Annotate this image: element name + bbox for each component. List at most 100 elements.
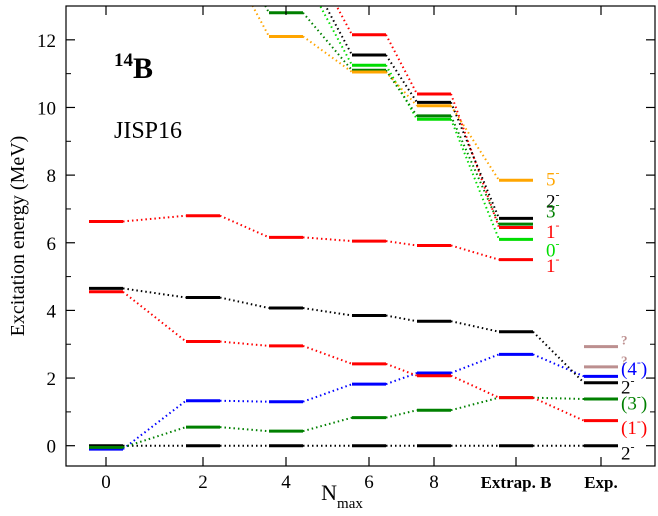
connector-line <box>450 102 500 219</box>
connector-line <box>302 307 353 317</box>
y-tick-label: 0 <box>47 437 57 458</box>
exp-spin-label-close: ) <box>641 393 647 414</box>
x-tick-label: 4 <box>281 472 291 493</box>
extrap-spin-label-parity: - <box>556 252 560 266</box>
series-9 <box>324 6 533 220</box>
exp-spin-label-parity: - <box>637 389 641 403</box>
connector-line <box>385 362 418 377</box>
x-tick-label: 0 <box>101 472 111 493</box>
extrap-spin-label: 3- <box>546 198 560 223</box>
extrap-spin-label: 1- <box>546 252 560 277</box>
exp-spin-label-parity: - <box>631 374 635 388</box>
extrap-spin-label-parity: - <box>556 198 560 212</box>
connector-line <box>319 6 353 66</box>
series-4 <box>89 286 618 385</box>
x-tick-label: 2 <box>198 472 208 493</box>
connector-line <box>532 353 585 378</box>
connector-line <box>219 426 270 433</box>
exp-spin-label-value: (3 <box>621 393 637 414</box>
chart-subtitle: JISP16 <box>114 118 182 144</box>
connector-line <box>219 340 270 347</box>
connector-line <box>385 409 418 419</box>
y-tick-label: 12 <box>37 31 56 52</box>
series-3 <box>89 290 618 423</box>
extrap-spin-label-parity: - <box>556 187 560 201</box>
connector-line <box>450 118 500 240</box>
unknown-level-label: ? <box>621 333 628 348</box>
x-axis-label: Nmax <box>321 480 363 512</box>
connector-line <box>385 34 418 95</box>
connector-line <box>385 69 418 117</box>
connector-line <box>219 296 270 310</box>
extrap-spin-label-value: 3 <box>546 202 556 223</box>
title-element: B <box>133 52 153 85</box>
y-axis-label: Excitation energy (MeV) <box>7 136 29 337</box>
connector-line <box>450 396 500 412</box>
connector-line <box>122 399 187 450</box>
extrap-spin-label: 0- <box>546 237 560 262</box>
title-mass-number: 14 <box>114 50 134 71</box>
plot-frame <box>65 5 656 467</box>
connector-line <box>302 35 353 73</box>
series-1 <box>89 352 618 451</box>
series-5 <box>89 214 533 262</box>
connector-line <box>385 54 418 103</box>
exp-spin-label-value: 2 <box>621 443 631 464</box>
chart-title: 14B <box>114 50 153 85</box>
connector-line <box>450 320 500 333</box>
extrap-spin-label-value: 2 <box>546 191 556 212</box>
extrap-spin-label-value: 1 <box>546 222 556 243</box>
connector-line <box>532 331 585 384</box>
series-7 <box>335 6 533 230</box>
connector-line <box>219 399 270 403</box>
connector-line <box>450 374 500 399</box>
connector-line <box>302 344 353 365</box>
exp-spin-label-value: (4 <box>621 359 637 380</box>
x-axis-label-main: N <box>321 480 337 505</box>
connector-line <box>122 291 187 343</box>
exp-spin-label-parity: - <box>637 355 641 369</box>
connector-line <box>450 93 500 228</box>
extrap-spin-label-parity: - <box>556 166 560 180</box>
series-2 <box>89 396 618 449</box>
unknown-level-label: ? <box>621 353 628 368</box>
exp-spin-label-close: ) <box>641 359 647 380</box>
connector-line <box>219 214 270 239</box>
connector-line <box>385 71 418 107</box>
y-tick-label: 10 <box>37 98 56 119</box>
connector-line <box>122 287 187 299</box>
y-tick-label: 4 <box>47 301 57 322</box>
exp-spin-label-parity: - <box>631 439 635 453</box>
extrap-spin-label-value: 5 <box>546 170 556 191</box>
y-tick-label: 2 <box>47 369 57 390</box>
connector-line <box>385 240 418 247</box>
x-tick-label: Extrap. B <box>481 473 552 492</box>
exp-spin-label: 2- <box>621 374 635 399</box>
connector-line <box>385 64 418 120</box>
extrap-spin-label: 1- <box>546 218 560 243</box>
connector-line <box>302 12 353 71</box>
connector-line <box>385 372 418 386</box>
exp-spin-label-close: ) <box>641 418 647 439</box>
extrap-spin-label-value: 0 <box>546 241 556 262</box>
extrap-spin-label-parity: - <box>556 237 560 251</box>
x-axis-label-sub: max <box>337 496 363 512</box>
exp-spin-label: (1-) <box>621 414 647 439</box>
exp-spin-label-value: 2 <box>621 378 631 399</box>
x-tick-label: 8 <box>429 472 439 493</box>
extrap-spin-label-value: 1 <box>546 256 556 277</box>
connector-line <box>385 314 418 323</box>
connector-line <box>302 236 353 243</box>
exp-spin-label-parity: - <box>637 414 641 428</box>
extrap-spin-label-parity: - <box>556 218 560 232</box>
connector-line <box>450 115 500 225</box>
extrap-spin-label: 5- <box>546 166 560 191</box>
connector-line <box>450 105 500 181</box>
connector-line <box>122 214 187 223</box>
connector-line <box>302 416 353 433</box>
exp-spin-label-value: (1 <box>621 418 637 439</box>
x-tick-label: Exp. <box>584 473 618 492</box>
y-tick-label: 8 <box>47 166 57 187</box>
connector-line <box>450 244 500 261</box>
